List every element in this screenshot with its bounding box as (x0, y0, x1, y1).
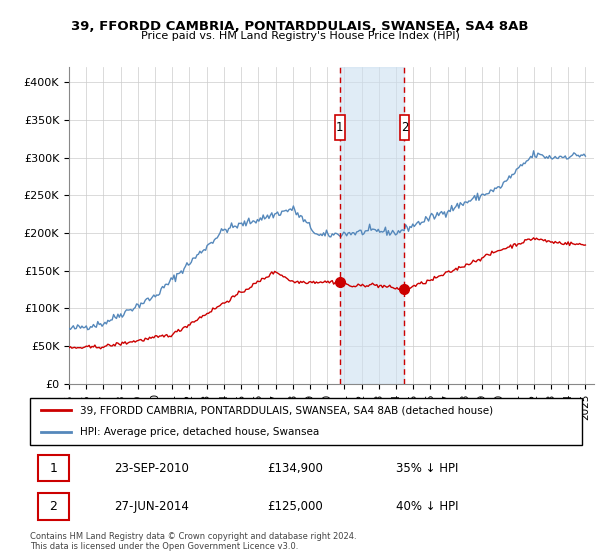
Bar (38, 493, 68, 520)
Text: 35% ↓ HPI: 35% ↓ HPI (396, 461, 458, 475)
Text: £125,000: £125,000 (267, 500, 323, 513)
Text: Price paid vs. HM Land Registry's House Price Index (HPI): Price paid vs. HM Land Registry's House … (140, 31, 460, 41)
Text: 2: 2 (401, 121, 408, 134)
Text: 23-SEP-2010: 23-SEP-2010 (114, 461, 189, 475)
Text: 39, FFORDD CAMBRIA, PONTARDDULAIS, SWANSEA, SA4 8AB (detached house): 39, FFORDD CAMBRIA, PONTARDDULAIS, SWANS… (80, 405, 493, 416)
Text: HPI: Average price, detached house, Swansea: HPI: Average price, detached house, Swan… (80, 427, 319, 437)
Text: Contains HM Land Registry data © Crown copyright and database right 2024.
This d: Contains HM Land Registry data © Crown c… (30, 532, 356, 552)
Text: 27-JUN-2014: 27-JUN-2014 (114, 500, 189, 513)
Text: 2: 2 (50, 500, 58, 513)
Text: 1: 1 (336, 121, 344, 134)
Bar (335, 115, 344, 139)
Text: 1: 1 (50, 461, 58, 475)
Bar (340, 67, 404, 384)
Text: 39, FFORDD CAMBRIA, PONTARDDULAIS, SWANSEA, SA4 8AB: 39, FFORDD CAMBRIA, PONTARDDULAIS, SWANS… (71, 20, 529, 32)
Text: £134,900: £134,900 (267, 461, 323, 475)
Bar (400, 115, 409, 139)
Bar (38, 455, 68, 482)
Text: 40% ↓ HPI: 40% ↓ HPI (396, 500, 458, 513)
